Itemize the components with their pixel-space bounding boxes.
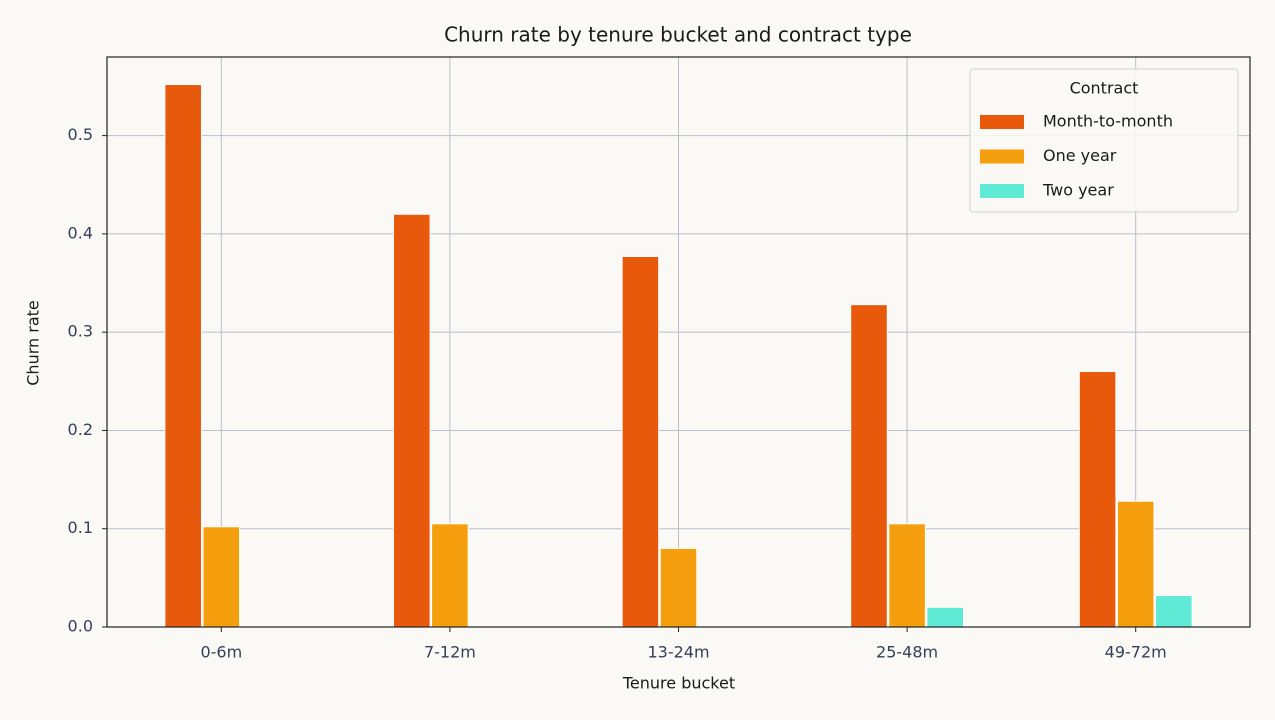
x-tick-label: 0-6m	[200, 643, 242, 662]
y-tick-label: 0.3	[68, 322, 93, 341]
y-tick-label: 0.2	[68, 420, 93, 439]
bar	[164, 84, 202, 628]
bar	[1116, 500, 1155, 628]
x-axis-label: Tenure bucket	[622, 674, 735, 693]
bar	[1155, 595, 1193, 628]
y-axis-label: Churn rate	[24, 300, 43, 385]
legend-label: One year	[1043, 146, 1117, 165]
bar	[850, 304, 888, 628]
bar	[926, 606, 964, 628]
legend-swatch	[980, 184, 1024, 198]
bar	[393, 213, 431, 628]
x-tick-label: 7-12m	[424, 643, 476, 662]
legend-label: Month-to-month	[1043, 112, 1173, 131]
legend-box	[969, 68, 1239, 213]
bar	[659, 547, 698, 628]
x-tick-label: 25-48m	[876, 643, 938, 662]
legend-swatch	[980, 115, 1024, 129]
y-tick-label: 0.5	[68, 125, 93, 144]
legend-title: Contract	[1070, 79, 1139, 98]
bar	[621, 256, 660, 628]
y-tick-label: 0.0	[68, 617, 93, 636]
bar	[202, 526, 241, 628]
legend-label: Two year	[1042, 181, 1114, 200]
x-tick-label: 49-72m	[1105, 643, 1167, 662]
chart-title: Churn rate by tenure bucket and contract…	[444, 23, 912, 47]
bar	[1078, 370, 1117, 628]
y-tick-label: 0.1	[68, 518, 93, 537]
y-tick-label: 0.4	[68, 223, 93, 242]
bar	[431, 523, 469, 628]
bar	[888, 523, 926, 628]
legend-swatch	[980, 149, 1024, 164]
x-tick-label: 13-24m	[647, 643, 709, 662]
plot-frame	[106, 56, 1251, 628]
